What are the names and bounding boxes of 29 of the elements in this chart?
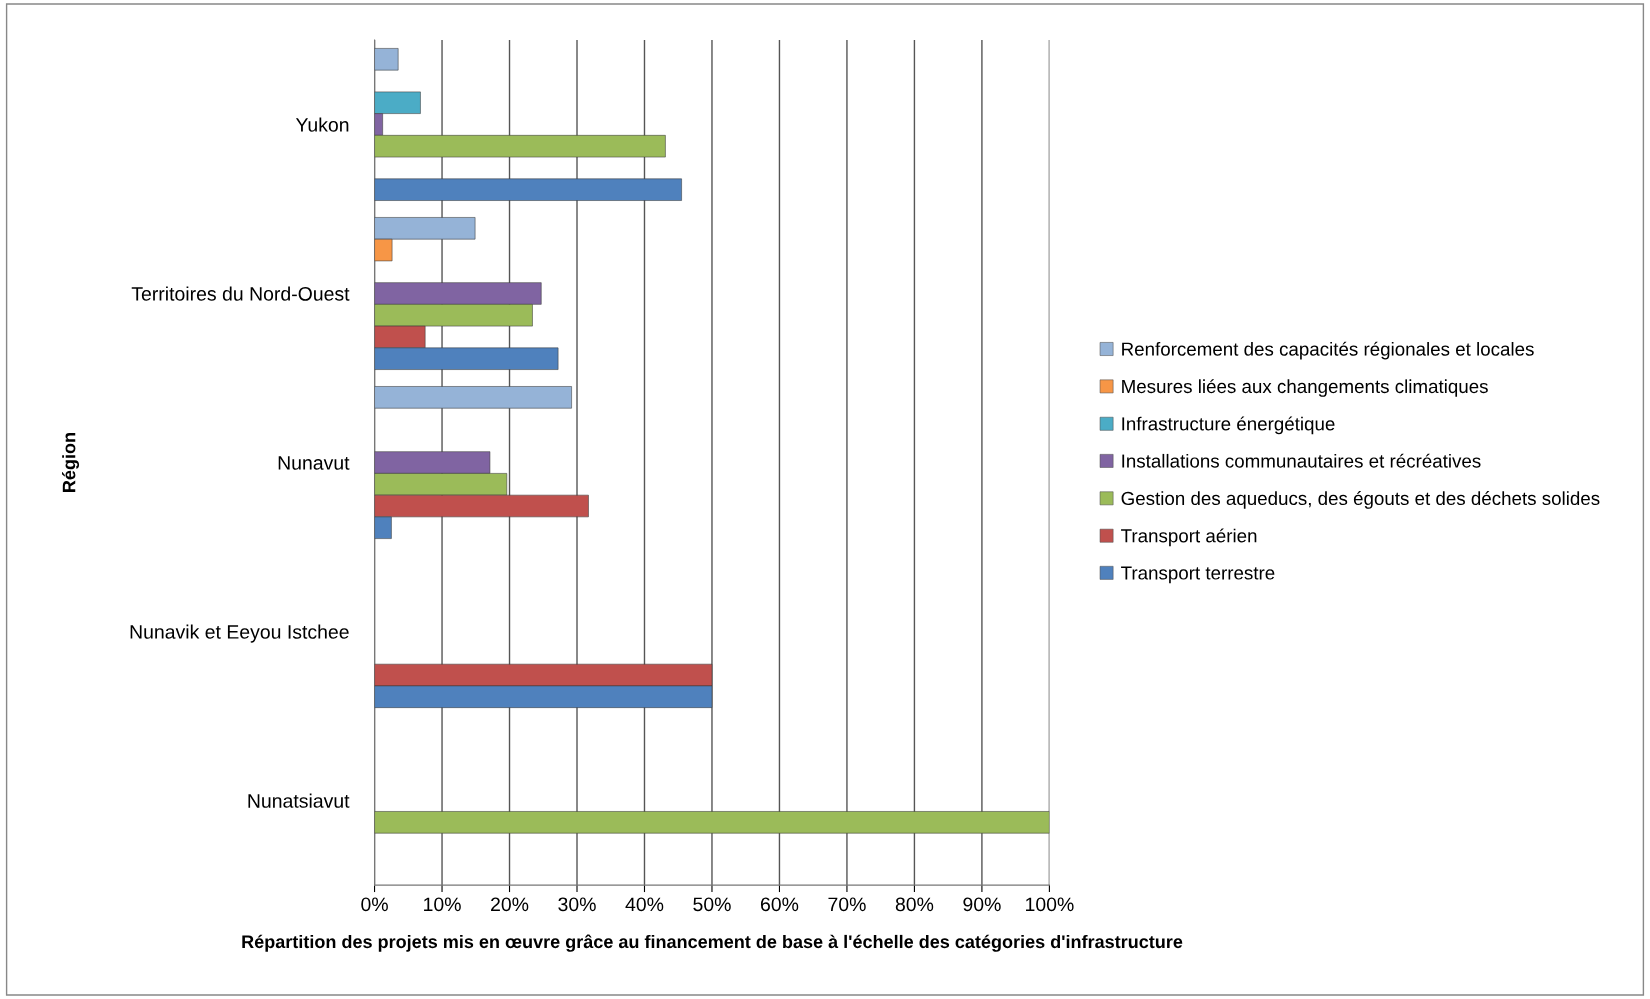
y-axis-title: Région [62,433,80,492]
x-tick-label: 30% [558,897,596,912]
bar [374,178,682,201]
x-tick-label: 80% [895,897,934,912]
x-tick-label: 10% [424,897,461,912]
legend-label: Renforcement des capacités régionales et locales [1122,341,1534,360]
bar [374,811,1050,834]
legend-label: Installations communautaires et récréatives [1122,453,1481,468]
y-tick-label: Nunavik et Eeyou Istchee [130,624,349,643]
legend-label: Infrastructure énergétique [1122,416,1335,435]
legend-label: Gestion des aqueducs, des égouts et des déchets solides [1121,491,1600,509]
bar [374,48,399,71]
x-tick-label: 90% [963,897,1001,912]
y-tick-label: Yukon [295,117,349,132]
y-tick-label: Nunatsiavut [248,793,350,808]
x-tick-label: 100% [1026,897,1074,912]
legend-label: Transport terrestre [1121,566,1275,584]
x-tick-label: 0% [361,897,388,912]
bar [374,386,572,409]
x-axis-title: Répartition des projets mis en œuvre grâce au financement de base à l'échelle des catégories d'infrastructure [242,934,1183,952]
legend-label: Mesures liées aux changements climatiques [1122,379,1488,397]
x-tick-label: 20% [491,897,529,912]
x-tick-label: 60% [760,897,799,912]
x-tick-label: 50% [693,897,731,912]
y-tick-label: Nunavut [278,456,350,470]
y-tick-label: Territoires du Nord-Ouest [131,286,350,301]
x-tick-label: 70% [828,897,866,912]
legend-label: Transport aérien [1121,528,1257,547]
x-tick-label: 40% [625,897,664,912]
